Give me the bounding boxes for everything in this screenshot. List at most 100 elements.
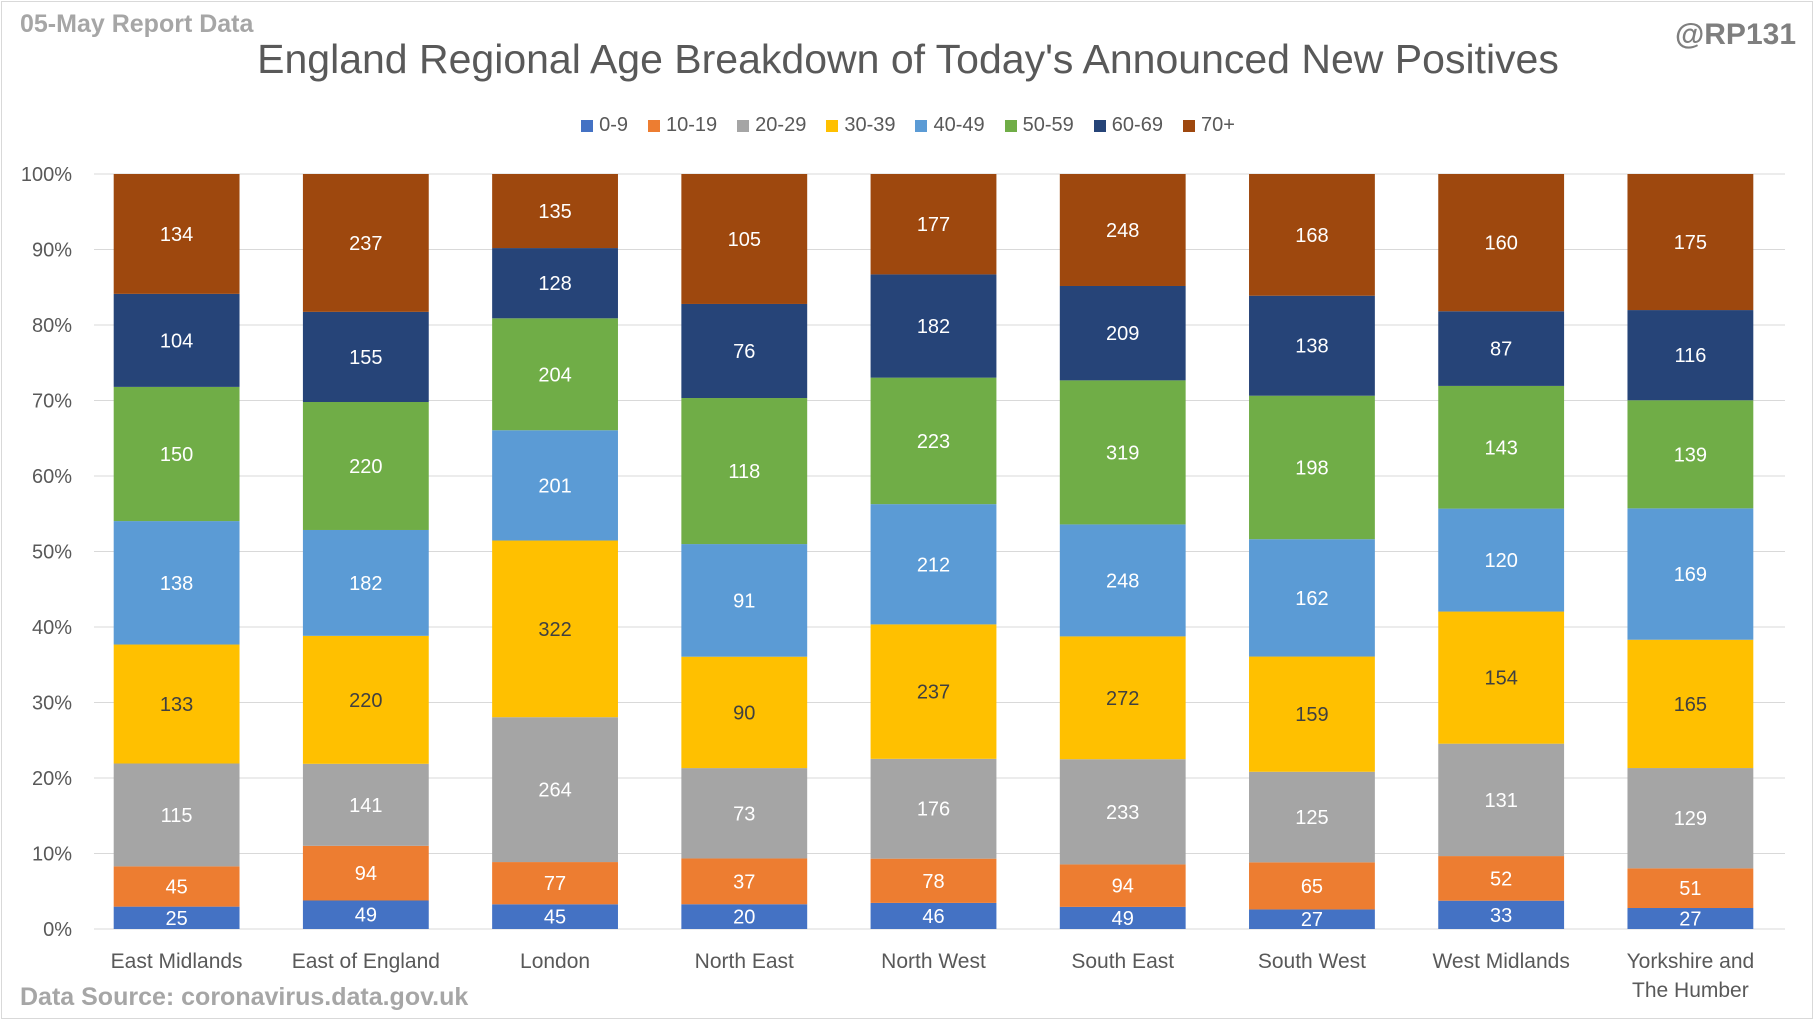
author-handle: @RP131 bbox=[1675, 18, 1796, 51]
bar-segment bbox=[302, 529, 429, 636]
bar-segment bbox=[681, 544, 808, 657]
legend-item: 20-29 bbox=[737, 114, 806, 137]
data-label: 133 bbox=[160, 694, 193, 716]
category-label: London bbox=[520, 950, 590, 973]
bar-segment bbox=[113, 293, 240, 387]
y-tick-label: 20% bbox=[32, 768, 72, 790]
data-label: 129 bbox=[1674, 808, 1707, 830]
bar-segment bbox=[1249, 395, 1375, 540]
bar-segment bbox=[113, 763, 240, 867]
data-label: 45 bbox=[544, 907, 566, 929]
legend-label: 60-69 bbox=[1111, 114, 1163, 136]
bar-segment bbox=[1627, 868, 1754, 909]
data-label: 223 bbox=[917, 431, 950, 453]
data-label: 322 bbox=[538, 619, 571, 641]
bar-segment bbox=[1438, 174, 1565, 312]
bar-segment bbox=[681, 656, 808, 769]
report-date-label: 05-May Report Data bbox=[20, 10, 254, 38]
bar-segment bbox=[1627, 908, 1754, 929]
data-label: 150 bbox=[160, 444, 193, 466]
data-label: 209 bbox=[1106, 323, 1139, 345]
data-label: 175 bbox=[1674, 232, 1707, 254]
bar-segment bbox=[302, 402, 429, 530]
data-label: 78 bbox=[922, 871, 944, 893]
legend-item: 0-9 bbox=[581, 114, 628, 137]
data-label: 165 bbox=[1674, 694, 1707, 716]
legend-item: 40-49 bbox=[915, 114, 985, 137]
bar-segment bbox=[1438, 311, 1565, 386]
bar-segment bbox=[1059, 906, 1186, 929]
data-label: 168 bbox=[1295, 225, 1328, 247]
y-tick-label: 50% bbox=[32, 542, 72, 564]
bar-segment bbox=[681, 768, 808, 859]
legend-label: 70+ bbox=[1200, 114, 1235, 136]
bar-segment bbox=[1059, 380, 1186, 525]
data-label: 237 bbox=[349, 233, 382, 255]
legend-swatch bbox=[1004, 119, 1017, 132]
bar-segment bbox=[113, 644, 240, 764]
data-label: 91 bbox=[733, 590, 755, 612]
bar-segment bbox=[492, 904, 618, 929]
legend-swatch bbox=[1093, 119, 1106, 132]
bar-segment bbox=[113, 174, 240, 294]
data-label: 138 bbox=[160, 573, 193, 595]
data-label: 33 bbox=[1490, 905, 1512, 927]
category-label: East Midlands bbox=[111, 950, 243, 973]
data-label: 105 bbox=[728, 229, 761, 251]
data-label: 154 bbox=[1484, 668, 1517, 690]
data-label: 120 bbox=[1484, 550, 1517, 572]
data-label: 233 bbox=[1106, 802, 1139, 824]
data-label: 141 bbox=[349, 795, 382, 817]
y-tick-label: 60% bbox=[32, 466, 72, 488]
bar-segment bbox=[1627, 400, 1754, 509]
bar-segment bbox=[681, 858, 808, 905]
data-label: 220 bbox=[349, 456, 382, 478]
bar-segment bbox=[681, 174, 808, 304]
legend-item: 10-19 bbox=[648, 114, 717, 137]
bar-segment bbox=[1249, 539, 1375, 657]
bar-segment bbox=[492, 540, 618, 718]
data-label: 49 bbox=[355, 905, 377, 927]
data-label: 139 bbox=[1674, 444, 1707, 466]
y-tick-label: 40% bbox=[32, 617, 72, 639]
y-tick-label: 100% bbox=[21, 164, 72, 186]
data-label: 27 bbox=[1679, 909, 1701, 931]
data-label: 162 bbox=[1295, 588, 1328, 610]
bar-segment bbox=[870, 624, 997, 759]
data-label: 118 bbox=[728, 461, 760, 483]
data-label: 159 bbox=[1295, 704, 1328, 726]
bar-segment bbox=[1059, 864, 1186, 907]
bar-segment bbox=[302, 311, 429, 403]
data-label: 176 bbox=[917, 799, 950, 821]
bar-segment bbox=[1627, 768, 1754, 869]
bar-segment bbox=[113, 521, 240, 645]
legend-swatch bbox=[737, 119, 750, 132]
bar-segment bbox=[302, 635, 429, 764]
bar-segment bbox=[1438, 385, 1565, 509]
data-label: 182 bbox=[349, 573, 382, 595]
legend-swatch bbox=[1182, 119, 1195, 132]
category-label: North West bbox=[881, 950, 986, 973]
data-label: 51 bbox=[1679, 878, 1701, 900]
y-tick-label: 30% bbox=[32, 693, 72, 715]
y-tick-label: 0% bbox=[43, 919, 72, 941]
data-label: 45 bbox=[165, 877, 187, 899]
data-label: 125 bbox=[1295, 807, 1328, 829]
legend-swatch bbox=[915, 119, 928, 132]
y-tick-label: 80% bbox=[32, 315, 72, 337]
data-label: 134 bbox=[160, 224, 193, 246]
data-label: 248 bbox=[1106, 220, 1139, 242]
bar-segment bbox=[492, 248, 618, 319]
data-label: 115 bbox=[161, 805, 193, 827]
bar-segment bbox=[1249, 862, 1375, 910]
bar-segment bbox=[1438, 611, 1565, 744]
data-label: 94 bbox=[355, 863, 377, 885]
legend-item: 30-39 bbox=[826, 114, 895, 137]
data-label: 128 bbox=[538, 273, 571, 295]
data-label: 49 bbox=[1112, 908, 1134, 930]
data-label: 204 bbox=[538, 364, 571, 386]
bar-segment bbox=[681, 904, 808, 929]
y-tick-label: 10% bbox=[32, 844, 72, 866]
